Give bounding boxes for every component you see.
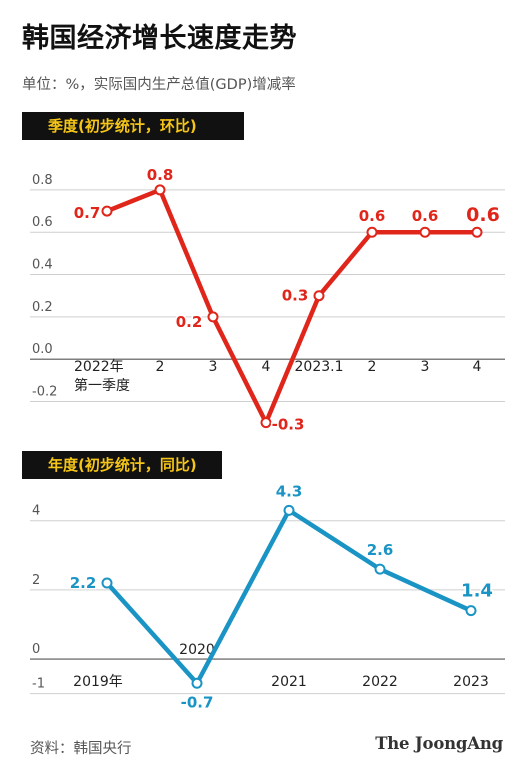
y-category-label: 2021 xyxy=(271,674,307,690)
q-data-point xyxy=(260,417,272,429)
y-category-label: 2019年 xyxy=(73,674,123,690)
q-data-point xyxy=(154,184,166,196)
q-data-label: 0.3 xyxy=(282,287,309,305)
q-data-point xyxy=(207,311,219,323)
y-category-label: 2023 xyxy=(453,674,489,690)
q-data-label: 0.2 xyxy=(176,313,203,331)
y-ytick-label: 0 xyxy=(32,642,40,657)
q-category-label: 2 xyxy=(156,359,165,375)
q-ytick-label: 0.8 xyxy=(32,173,53,188)
q-data-point xyxy=(471,226,483,238)
q-ytick-label: 0.2 xyxy=(32,300,53,315)
y-data-label: -0.7 xyxy=(181,693,214,711)
publisher-logo: The JoongAng xyxy=(375,734,503,753)
annual-growth-chart: -1 0 2 4 2019年 2020 2021 2022 2023 2.2 -0.7 4.3 2.6 1… xyxy=(30,481,505,713)
q-category-label: 4 xyxy=(473,359,482,375)
q-data-point xyxy=(366,226,378,238)
y-data-label: 2.6 xyxy=(367,541,394,559)
y-category-label: 2022 xyxy=(362,674,398,690)
q-data-point xyxy=(419,226,431,238)
y-data-label: 4.3 xyxy=(276,482,303,500)
y-data-label: 1.4 xyxy=(461,581,493,602)
y-ytick-label: 4 xyxy=(32,504,40,519)
q-data-label: 0.7 xyxy=(74,204,101,222)
page-title: 韩国经济增长速度走势 xyxy=(22,23,297,54)
q-data-label: -0.3 xyxy=(272,416,305,434)
y-data-point xyxy=(465,605,477,617)
unit-subtitle: 单位：%，实际国内生产总值(GDP)增减率 xyxy=(22,77,296,93)
q-data-label: 0.6 xyxy=(359,207,386,225)
q-data-label: 0.8 xyxy=(147,166,174,184)
q-series-line xyxy=(104,187,480,425)
y-ytick-label: 2 xyxy=(32,573,40,588)
y-data-point xyxy=(101,577,113,589)
q-ytick-label: 0.4 xyxy=(32,258,53,273)
q-category-label: 2022年 xyxy=(74,359,124,375)
q-category-label: 3 xyxy=(421,359,430,375)
q-data-point xyxy=(101,205,113,217)
y-data-point xyxy=(191,677,203,689)
q-category-label: 3 xyxy=(209,359,218,375)
y-data-point xyxy=(374,563,386,575)
q-ytick-label: 0.0 xyxy=(32,342,53,357)
q-category-label: 2023.1 xyxy=(295,359,344,375)
annual-chart-title: 年度(初步统计，同比) xyxy=(22,451,222,479)
q-data-label: 0.6 xyxy=(466,204,500,226)
y-category-label: 2020 xyxy=(179,642,215,658)
q-ytick-label: -0.2 xyxy=(32,384,57,399)
q-category-label: 第一季度 xyxy=(74,377,130,394)
y-data-point xyxy=(283,504,295,516)
q-category-label: 2 xyxy=(368,359,377,375)
y-ytick-label: -1 xyxy=(32,677,45,692)
q-category-label: 4 xyxy=(262,359,271,375)
y-data-label: 2.2 xyxy=(70,574,97,592)
y-series-line xyxy=(104,508,474,686)
q-data-label: 0.6 xyxy=(412,207,439,225)
quarterly-chart-title: 季度(初步统计，环比) xyxy=(22,112,244,140)
q-ytick-label: 0.6 xyxy=(32,215,53,230)
q-data-point xyxy=(313,290,325,302)
source-note: 资料：韩国央行 xyxy=(30,741,132,757)
